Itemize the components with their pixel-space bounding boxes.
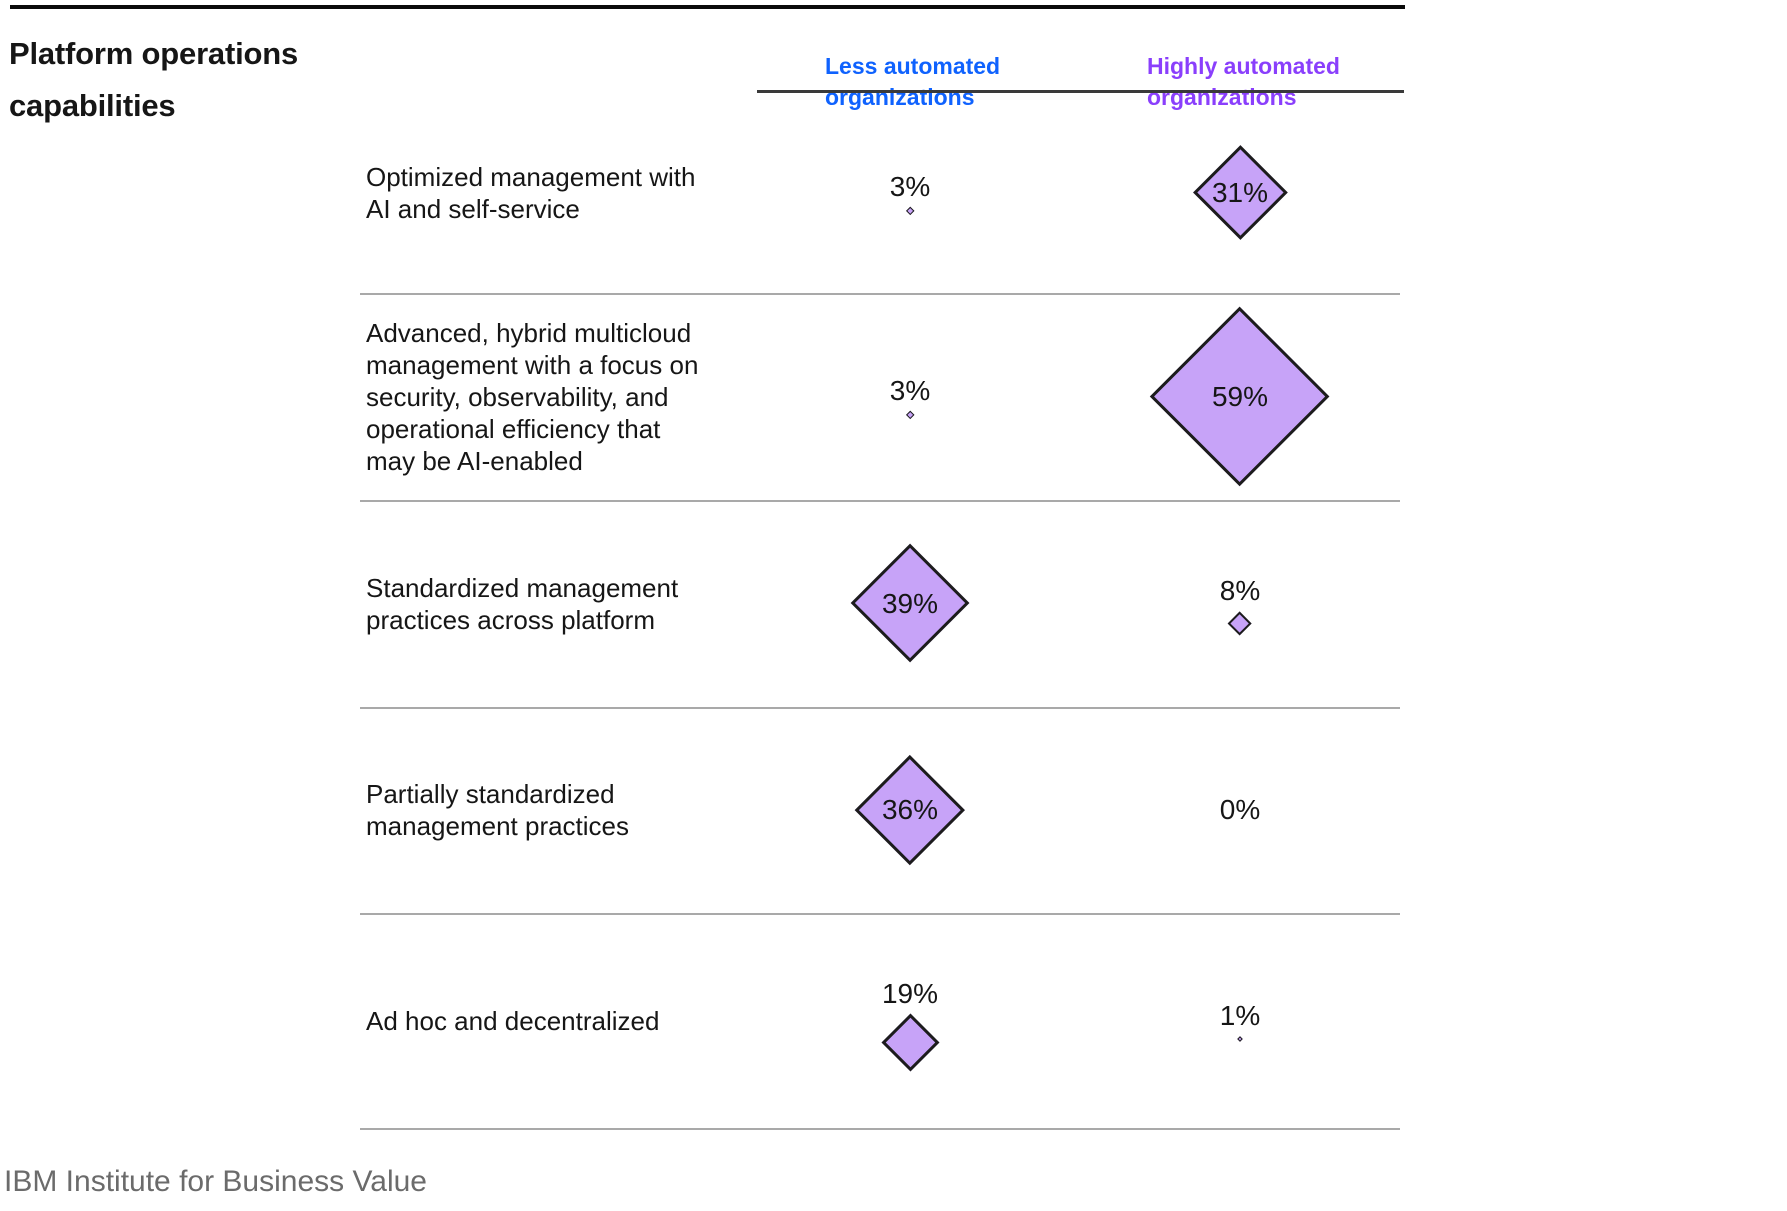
row-label: Standardized management practices across… [366,500,726,707]
diamond-symbol [905,206,915,216]
column-header-highly-automated: Highly automated organizations [1147,20,1340,113]
column-header-rule [757,90,1404,93]
data-cell: 3% [790,293,1030,500]
row-label-text: Ad hoc and decentralized [366,1005,660,1036]
row-separator [360,500,1400,502]
data-cell: 1% [1120,913,1360,1128]
footer-source: IBM Institute for Business Value [4,1165,427,1198]
diamond-symbol [855,755,965,865]
row-label: Ad hoc and decentralized [366,913,726,1128]
value-label: 3% [889,374,931,406]
data-cell: 31% [1120,92,1360,293]
row-label: Optimized management with AI and self-se… [366,92,726,293]
top-rule [10,5,1405,9]
value-label: 8% [1219,575,1261,607]
diamond-symbol [905,410,915,420]
data-cell: 19% [790,913,1030,1128]
row-separator [360,913,1400,915]
row-separator [360,707,1400,709]
column-header-less-automated-label: Less automated organizations [825,53,1001,110]
data-cell: 3% [790,92,1030,293]
data-cell: 59% [1120,293,1360,500]
data-cell: 8% [1120,500,1360,707]
column-header-highly-automated-label: Highly automated organizations [1147,53,1340,110]
column-header-less-automated: Less automated organizations [825,20,1000,113]
value-label: 1% [1219,1000,1261,1032]
data-cell: 36% [790,707,1030,913]
row-label: Advanced, hybrid multicloud management w… [366,293,726,500]
row-label-text: Standardized management practices across… [366,572,679,635]
row-label-text: Advanced, hybrid multicloud management w… [366,317,699,476]
value-label: 19% [881,977,939,1009]
value-label: 0% [1219,794,1261,825]
data-cell: 0% [1120,707,1360,913]
row-label: Partially standardized management practi… [366,707,726,913]
row-label-text: Optimized management with AI and self-se… [366,161,696,224]
diamond-symbol [1237,1036,1243,1042]
diamond-symbol [1192,145,1288,240]
diamond-symbol [1150,306,1330,487]
row-separator [360,1128,1400,1130]
value-label: 3% [889,170,931,202]
row-label-text: Partially standardized management practi… [366,779,630,841]
diamond-symbol [1227,611,1253,636]
data-cell: 39% [790,500,1030,707]
diamond-symbol [881,1013,939,1072]
row-separator [360,293,1400,295]
diamond-symbol [850,544,970,663]
page-title: Platform operations capabilities [9,36,299,123]
